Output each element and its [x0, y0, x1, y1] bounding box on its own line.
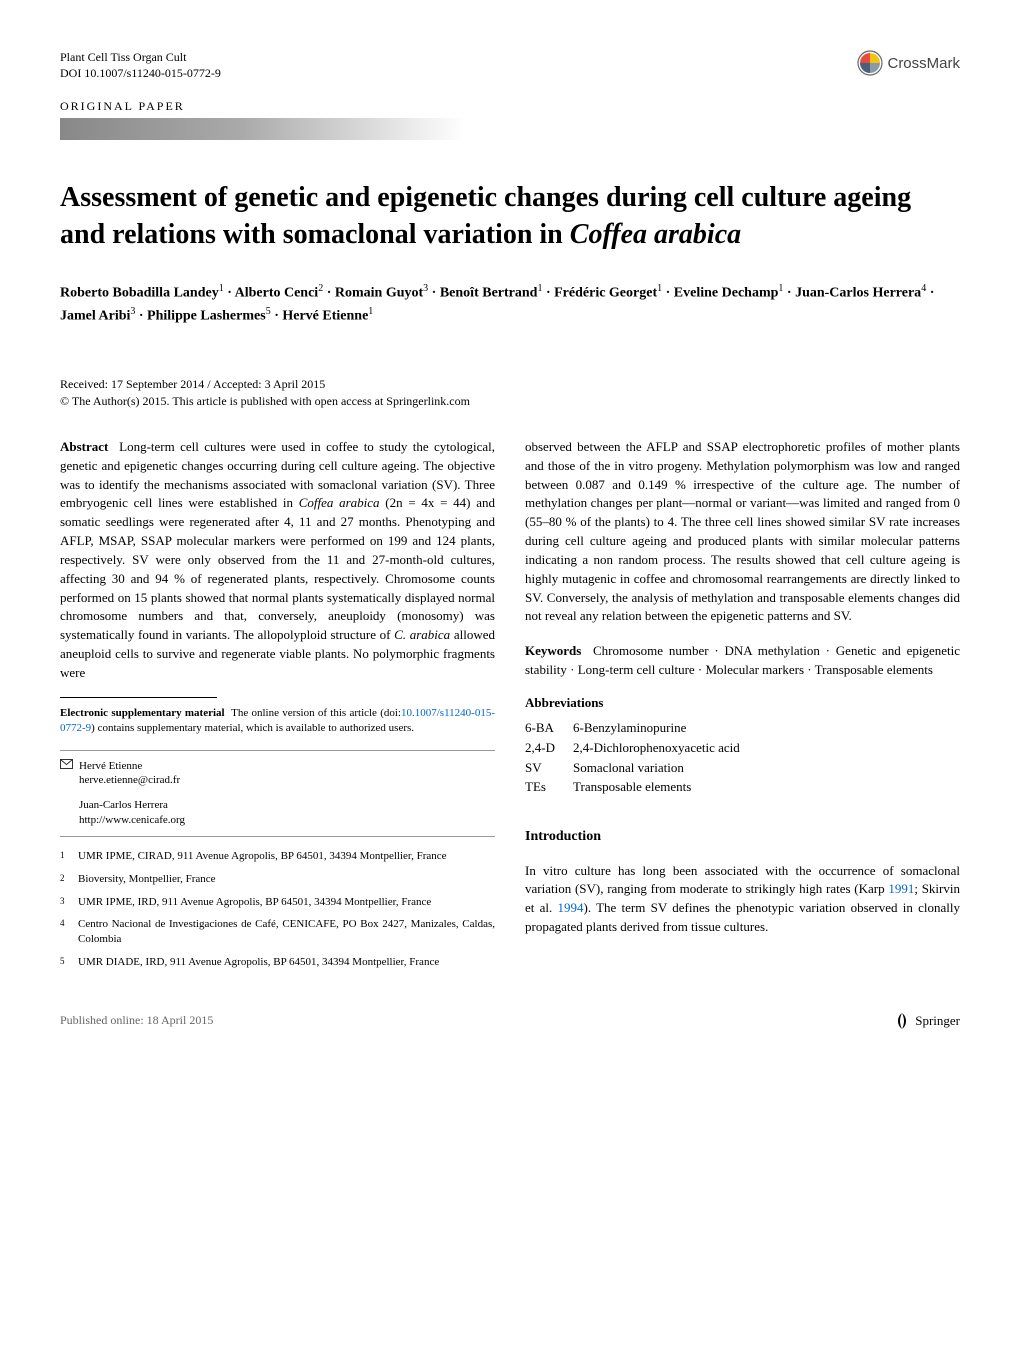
copyright-line: © The Author(s) 2015. This article is pu… [60, 393, 960, 410]
page-header: Plant Cell Tiss Organ Cult DOI 10.1007/s… [60, 50, 960, 81]
keywords-text: Chromosome number · DNA methylation · Ge… [525, 643, 960, 677]
affiliation-5: 5UMR DIADE, IRD, 911 Avenue Agropolis, B… [60, 955, 495, 970]
springer-icon [893, 1012, 911, 1030]
corresponding-author-1: Hervé Etienne herve.etienne@cirad.fr [60, 759, 495, 789]
envelope-icon [60, 759, 73, 774]
citation-link[interactable]: 1994 [558, 900, 584, 915]
abbreviations-table: 6-BA6-Benzylaminopurine 2,4-D2,4-Dichlor… [525, 719, 960, 797]
abstract-label: Abstract [60, 439, 108, 454]
intro-text-after: ). The term SV defines the phenotypic va… [525, 900, 960, 934]
publisher-badge: Springer [893, 1012, 960, 1030]
affiliation-2: 2Bioversity, Montpellier, France [60, 872, 495, 887]
page-footer: Published online: 18 April 2015 Springer [60, 1012, 960, 1030]
journal-info: Plant Cell Tiss Organ Cult DOI 10.1007/s… [60, 50, 221, 81]
author-list: Roberto Bobadilla Landey1 · Alberto Cenc… [60, 281, 960, 326]
article-dates: Received: 17 September 2014 / Accepted: … [60, 376, 960, 410]
suppl-before: The online version of this article (doi: [231, 707, 401, 719]
abbreviations-heading: Abbreviations [525, 694, 960, 713]
keywords-paragraph: Keywords Chromosome number · DNA methyla… [525, 642, 960, 680]
divider-line [60, 697, 217, 698]
affiliation-4: 4Centro Nacional de Investigaciones de C… [60, 917, 495, 947]
corr-contact-1: herve.etienne@cirad.fr [79, 773, 495, 788]
article-title: Assessment of genetic and epigenetic cha… [60, 180, 960, 253]
doi-line: DOI 10.1007/s11240-015-0772-9 [60, 66, 221, 82]
supplementary-label: Electronic supplementary material [60, 707, 225, 719]
left-column: Abstract Long-term cell cultures were us… [60, 438, 495, 978]
suppl-after: ) contains supplementary material, which… [91, 722, 414, 734]
right-column: observed between the AFLP and SSAP elect… [525, 438, 960, 978]
journal-name: Plant Cell Tiss Organ Cult [60, 50, 221, 66]
supplementary-note: Electronic supplementary material The on… [60, 706, 495, 736]
crossmark-badge[interactable]: CrossMark [857, 50, 960, 76]
affiliation-1: 1UMR IPME, CIRAD, 911 Avenue Agropolis, … [60, 849, 495, 864]
keywords-label: Keywords [525, 643, 581, 658]
publisher-name: Springer [915, 1013, 960, 1029]
corr-contact-2: http://www.cenicafe.org [79, 813, 495, 828]
citation-link[interactable]: 1991 [888, 881, 914, 896]
decorative-bar [60, 118, 465, 140]
correspondence-block: Hervé Etienne herve.etienne@cirad.fr Jua… [60, 750, 495, 837]
received-accepted-line: Received: 17 September 2014 / Accepted: … [60, 376, 960, 393]
abstract-text-left: Long-term cell cultures were used in cof… [60, 439, 495, 680]
crossmark-icon [857, 50, 883, 76]
main-columns: Abstract Long-term cell cultures were us… [60, 438, 960, 978]
abstract-paragraph: Abstract Long-term cell cultures were us… [60, 438, 495, 683]
abbr-row: 2,4-D2,4-Dichlorophenoxyacetic acid [525, 739, 960, 758]
corr-name-1: Hervé Etienne [79, 759, 142, 774]
introduction-heading: Introduction [525, 827, 960, 847]
abstract-continuation: observed between the AFLP and SSAP elect… [525, 438, 960, 626]
crossmark-label: CrossMark [887, 55, 960, 72]
published-online-date: Published online: 18 April 2015 [60, 1013, 213, 1028]
abbr-row: TEsTransposable elements [525, 778, 960, 797]
corresponding-author-2: Juan-Carlos Herrera http://www.cenicafe.… [60, 798, 495, 828]
abbr-row: SVSomaclonal variation [525, 759, 960, 778]
article-type: ORIGINAL PAPER [60, 99, 960, 114]
corr-name-2: Juan-Carlos Herrera [79, 798, 495, 813]
introduction-paragraph: In vitro culture has long been associate… [525, 862, 960, 937]
affiliation-3: 3UMR IPME, IRD, 911 Avenue Agropolis, BP… [60, 895, 495, 910]
abbr-row: 6-BA6-Benzylaminopurine [525, 719, 960, 738]
